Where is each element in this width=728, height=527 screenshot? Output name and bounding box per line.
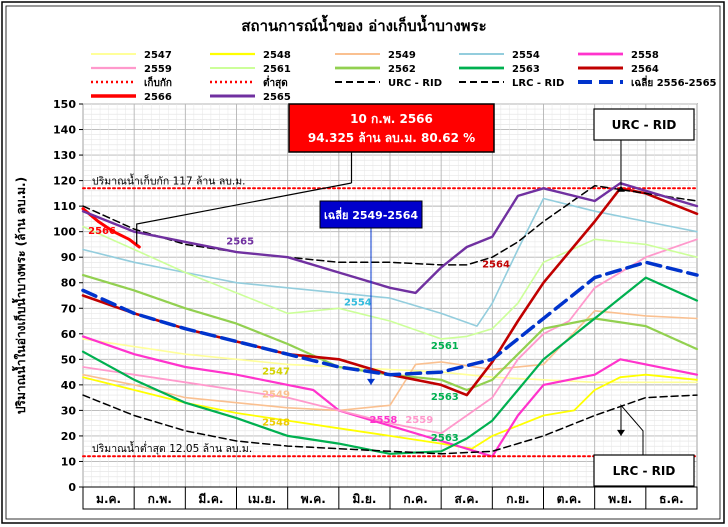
series-labels: 2566 2565 2564 2554 2561 2547 2549 2548 2558 2559… bbox=[88, 226, 510, 444]
urc-box bbox=[593, 108, 695, 141]
y-tick-label: 70 bbox=[61, 302, 77, 315]
legend-label: 2561 bbox=[263, 64, 291, 75]
y-axis-label: ปริมาณน้ำในอ่างเก็บน้ำบางพระ (ล้าน ลบ.ม.… bbox=[11, 177, 28, 414]
legend-label: ต่ำสุด bbox=[263, 75, 288, 89]
month-label: เม.ย. bbox=[248, 492, 276, 506]
legend-label: 2564 bbox=[631, 64, 659, 75]
y-tick-label: 90 bbox=[61, 251, 77, 264]
series-line-2548-1 bbox=[82, 373, 698, 450]
reference-label: ปริมาณน้ำต่ำสุด 12.05 ล้าน ลบ.ม. bbox=[92, 441, 252, 455]
current-date: 10 ก.พ. 2566 bbox=[350, 112, 433, 126]
y-tick-label: 140 bbox=[53, 124, 76, 137]
series-label: 2564 bbox=[482, 259, 510, 270]
month-label: พ.ค. bbox=[301, 492, 326, 506]
month-label: ธ.ค. bbox=[659, 492, 683, 506]
reference-lines: ปริมาณน้ำเก็บกัก 117 ล้าน ลบ.ม. ปริมาณน้ำ… bbox=[92, 173, 252, 455]
legend-label: 2554 bbox=[512, 50, 540, 61]
legend-label: เก็บกัก bbox=[144, 75, 172, 89]
lrc-arrowhead bbox=[617, 429, 625, 436]
y-tick-label: 80 bbox=[61, 277, 77, 290]
month-label: มี.ค. bbox=[198, 492, 223, 506]
chart-title: สถานการณ์น้ำของ อ่างเก็บน้ำบางพระ bbox=[241, 14, 486, 35]
legend-label: 2565 bbox=[263, 92, 291, 103]
y-tick-label: 20 bbox=[61, 430, 77, 443]
series-label: 2561 bbox=[431, 341, 459, 352]
legend-label: 2563 bbox=[512, 64, 540, 75]
legend-label: 2562 bbox=[388, 64, 416, 75]
legend-label: URC - RID bbox=[388, 78, 442, 89]
series-label: 2563 bbox=[431, 392, 459, 403]
month-label: ส.ค. bbox=[455, 492, 479, 506]
series-label: 2563 bbox=[431, 433, 459, 444]
lrc-box bbox=[593, 454, 695, 487]
legend-label: 2559 bbox=[144, 64, 172, 75]
avg-box bbox=[319, 200, 423, 229]
y-tick-label: 30 bbox=[61, 404, 77, 417]
month-label: ก.พ. bbox=[148, 492, 172, 506]
series-line-2565-16 bbox=[81, 181, 699, 295]
series-line-2566-15 bbox=[81, 207, 141, 249]
series-line-2563-8 bbox=[81, 276, 699, 455]
annotations: 10 ก.พ. 2566 94.325 ล้าน ลบ.ม. 80.62 % URC… bbox=[136, 103, 695, 487]
current-volume: 94.325 ล้าน ลบ.ม. 80.62 % bbox=[308, 131, 475, 145]
callout-leader bbox=[136, 182, 352, 245]
y-tick-label: 130 bbox=[53, 149, 76, 162]
urc-arrowhead bbox=[617, 185, 625, 192]
reference-label: ปริมาณน้ำเก็บกัก 117 ล้าน ลบ.ม. bbox=[92, 173, 246, 187]
urc-label: URC - RID bbox=[612, 118, 677, 132]
series-label: 2565 bbox=[226, 236, 254, 247]
x-axis: ม.ค. ก.พ. มี.ค. เม.ย. พ.ค. มิ.ย. ก.ค. ส.ค. ก.ย. ต… bbox=[82, 486, 698, 510]
legend-label: 2566 bbox=[144, 92, 172, 103]
lrc-label: LRC - RID bbox=[613, 464, 676, 478]
series-line-2561-6 bbox=[82, 225, 698, 340]
legend-label: 2558 bbox=[631, 50, 659, 61]
legend-label: 2549 bbox=[388, 50, 416, 61]
y-tick-label: 120 bbox=[53, 175, 76, 188]
y-tick-label: 40 bbox=[61, 379, 77, 392]
series-line-2562-7 bbox=[81, 274, 699, 392]
series-line-LRC-RID-13 bbox=[82, 394, 698, 455]
series-lines bbox=[81, 181, 699, 458]
plot-area: ปริมาณน้ำเก็บกัก 117 ล้าน ลบ.ม. ปริมาณน้ำ… bbox=[81, 103, 699, 488]
y-axis: 0 10 20 30 40 50 60 70 80 90 100 110 120 130 140 150 bbox=[53, 98, 83, 494]
legend-label: เฉลี่ย 2556-2565 bbox=[631, 75, 717, 89]
y-tick-label: 100 bbox=[53, 226, 76, 239]
month-label: ก.ย. bbox=[506, 492, 529, 506]
y-tick-label: 10 bbox=[61, 455, 77, 468]
series-line-2559-5 bbox=[82, 238, 698, 435]
y-tick-label: 110 bbox=[53, 200, 76, 213]
y-tick-label: 150 bbox=[53, 98, 76, 111]
y-tick-label: 60 bbox=[61, 328, 77, 341]
month-label: มิ.ย. bbox=[352, 492, 376, 506]
month-label: ก.ค. bbox=[403, 492, 427, 506]
series-line-2556-2565-14 bbox=[81, 260, 699, 377]
series-label: 2566 bbox=[88, 226, 116, 237]
legend-label: 2547 bbox=[144, 50, 172, 61]
series-line-2558-4 bbox=[81, 335, 699, 458]
series-label: 2559 bbox=[405, 415, 433, 426]
series-label: 2549 bbox=[262, 390, 290, 401]
month-label: ต.ค. bbox=[557, 492, 582, 506]
series-label: 2558 bbox=[370, 415, 398, 426]
series-label: 2548 bbox=[262, 418, 290, 429]
chart-inner-border bbox=[5, 5, 721, 520]
legend-label: 2548 bbox=[263, 50, 291, 61]
series-line-2554-3 bbox=[82, 197, 698, 327]
avg-arrowhead bbox=[367, 378, 375, 385]
series-label: 2554 bbox=[344, 298, 372, 309]
y-tick-label: 0 bbox=[68, 481, 76, 494]
current-value-box bbox=[288, 103, 495, 153]
legend: 2547 2548 2549 2554 2558 2559 2561 2562 2563 2564… bbox=[91, 50, 717, 103]
month-label: ม.ค. bbox=[96, 492, 121, 506]
series-line-2547-0 bbox=[82, 338, 698, 384]
month-label: พ.ย. bbox=[608, 492, 632, 506]
lrc-pointer bbox=[620, 403, 644, 455]
legend-label: LRC - RID bbox=[512, 78, 564, 89]
series-label: 2547 bbox=[262, 367, 290, 378]
y-tick-label: 50 bbox=[61, 353, 77, 366]
avg-label: เฉลี่ย 2549-2564 bbox=[324, 207, 418, 222]
